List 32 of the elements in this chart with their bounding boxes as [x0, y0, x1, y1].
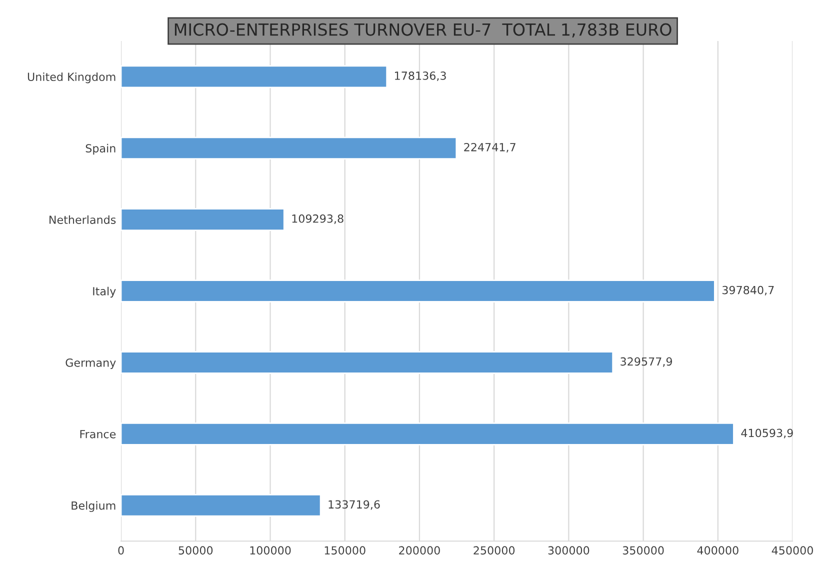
x-tick-label: 400000: [697, 546, 738, 555]
x-tick-label: 150000: [324, 546, 366, 555]
bar: [121, 494, 322, 517]
data-label: 329577,9: [620, 357, 672, 367]
data-label: 410593,9: [741, 428, 793, 438]
data-label: 224741,7: [464, 142, 516, 152]
x-tick-label: 100000: [250, 546, 291, 555]
y-tick-label: Belgium: [72, 501, 116, 512]
data-label: 109293,8: [292, 214, 344, 224]
bar: [121, 136, 458, 160]
x-tick-label: 50000: [178, 546, 213, 555]
x-tick-label: 450000: [772, 546, 813, 555]
chart-title: MICRO-ENTERPRISES TURNOVER EU-7 TOTAL 1,783B EURO: [174, 23, 672, 38]
y-tick-label: Italy: [93, 286, 116, 298]
x-tick-label: 350000: [622, 546, 664, 555]
x-tick-label: 200000: [399, 546, 440, 555]
x-tick-label: 250000: [474, 546, 515, 555]
data-label: 397840,7: [722, 286, 774, 296]
x-tick-label: 300000: [548, 546, 590, 555]
bar: [121, 65, 388, 88]
y-tick-label: Spain: [86, 144, 116, 155]
bar: [121, 351, 614, 374]
bar: [121, 280, 716, 302]
y-tick-label: Germany: [66, 358, 116, 370]
x-tick-label: 0: [118, 546, 124, 555]
bar: [121, 422, 734, 446]
y-tick-label: United Kingdom: [28, 72, 116, 84]
y-tick-label: Netherlands: [50, 215, 116, 224]
bar: [121, 208, 285, 231]
y-tick-label: France: [80, 430, 116, 438]
data-label: 133719,6: [328, 500, 380, 510]
data-label: 178136,3: [395, 71, 446, 82]
